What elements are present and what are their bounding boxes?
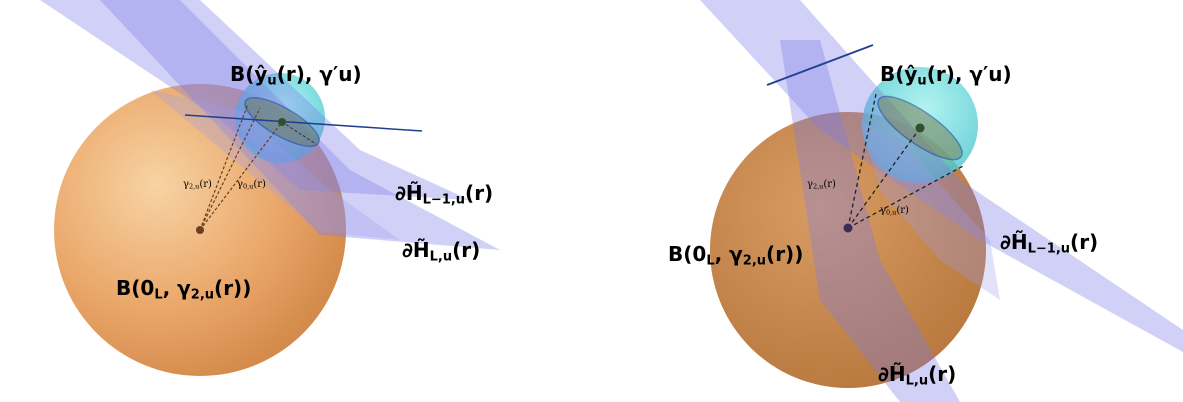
left-gamma0-label: γ0,u(r) [237, 179, 266, 191]
left-gamma2-line-b [199, 107, 261, 231]
left-panel [40, 0, 500, 376]
right-panel [700, 0, 1183, 402]
right-h-cur-label: ∂H̃L,u(r) [878, 362, 957, 389]
left-h-prev-label: ∂H̃L−1,u(r) [395, 181, 494, 208]
right-center-point [915, 123, 925, 133]
right-plane-wedge [860, 120, 1000, 300]
right-plane-h-prev [700, 0, 1183, 352]
left-h-cur-label: ∂H̃L,u(r) [402, 238, 481, 265]
right-small-ball-label: B(ŷu(r), γ′u) [880, 62, 1012, 89]
left-gamma2-line [199, 103, 249, 231]
left-tangent-line [184, 114, 423, 132]
right-h-prev-label: ∂H̃L−1,u(r) [1000, 230, 1099, 257]
left-gamma2-label: γ2,u(r) [183, 179, 212, 191]
left-plane-wedge [150, 90, 400, 240]
left-cap-radius [281, 121, 317, 145]
left-big-ball-label: B(0L, γ2,u(r)) [116, 276, 252, 303]
right-gamma0-label: γ0,u(r) [880, 205, 909, 217]
left-gamma0-line [199, 121, 283, 231]
right-gamma-line-c [847, 164, 966, 229]
right-gamma2-line [847, 93, 877, 229]
left-center-point [278, 118, 286, 126]
right-tangent-line [766, 44, 874, 86]
right-gamma2-label: γ2,u(r) [807, 179, 836, 191]
left-origin-point [196, 226, 204, 234]
right-origin-point [843, 223, 853, 233]
right-big-ball-label: B(0L, γ2,u(r)) [668, 242, 804, 269]
right-plane-h-cur [780, 40, 960, 402]
left-small-ball-label: B(ŷu(r), γ′u) [230, 62, 362, 89]
